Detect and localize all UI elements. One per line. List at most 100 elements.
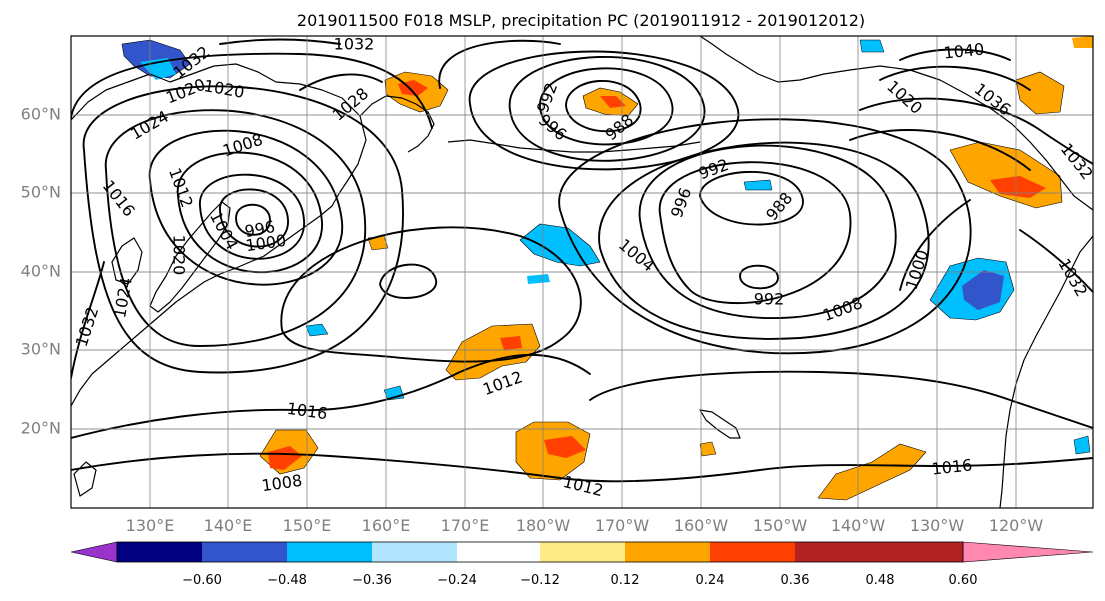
precip-positive-patch [1015, 71, 1065, 115]
isobar-1032-nw [219, 38, 341, 45]
isobar-996-bering [509, 55, 706, 162]
contour-label: 1040 [943, 39, 985, 62]
coastline-alaska [699, 36, 1093, 211]
colorbar-segment [880, 542, 963, 562]
colorbar-extend-max [962, 541, 1094, 563]
isobar-1016 [105, 109, 367, 347]
isobar-1008-gulf [558, 118, 972, 355]
isobar-1020-east [849, 129, 1031, 171]
isobar-low-center-gulf [739, 264, 779, 290]
lon-label: 160°W [674, 516, 729, 535]
isobar-1028 [299, 73, 383, 91]
isobar-1016-east [589, 370, 1093, 429]
coastline-japan [149, 201, 231, 313]
colorbar-segment [287, 542, 372, 562]
colorbar-segment [202, 542, 287, 562]
isobar-992-gulf [699, 170, 804, 226]
precip-negative-patch [527, 274, 550, 284]
colorbar-tick-label: 0.36 [781, 573, 810, 588]
colorbar-segment [117, 542, 202, 562]
coastline-kamchatka [359, 95, 435, 153]
colorbar: −0.60 −0.48 −0.36 −0.24 −0.12 0.12 0.24 … [70, 541, 1094, 588]
precip-positive-patch [1072, 36, 1093, 48]
lat-label: 30°N [21, 340, 61, 359]
isobar-1000-east [899, 199, 971, 291]
coastline-korea [111, 237, 143, 285]
lon-label: 130°E [126, 516, 175, 535]
isobar-1024 [71, 52, 433, 129]
isobar-1036 [879, 65, 1031, 91]
isobar-1028-east [859, 97, 1093, 165]
isobar-low-west-1012 [149, 129, 343, 286]
longitude-labels: 130°E 140°E 150°E 160°E 170°E 180°W 170°… [126, 516, 1044, 535]
colorbar-segment [710, 542, 795, 562]
isobar-low-west-1004 [199, 173, 305, 260]
lon-label: 170°E [441, 516, 490, 535]
colorbar-tick-label: 0.60 [949, 573, 978, 588]
colorbar-tick-label: −0.36 [352, 573, 392, 588]
colorbar-segment [795, 542, 880, 562]
latitude-labels: 60°N 50°N 40°N 30°N 20°N [21, 105, 61, 438]
lon-label: 140°W [831, 516, 886, 535]
isobar-1032-sw [71, 261, 105, 379]
colorbar-tick-label: −0.60 [182, 573, 222, 588]
contour-label: 992 [754, 290, 785, 309]
precip-negative-patch [1073, 435, 1091, 455]
lat-label: 60°N [21, 105, 61, 124]
colorbar-segment [457, 542, 540, 562]
lat-label: 40°N [21, 262, 61, 281]
map-panel: 1032 1032 1020 1020 1024 1028 1008 1016 … [70, 35, 1094, 509]
isobar-1020 [82, 85, 404, 374]
colorbar-tick-label: −0.48 [267, 573, 307, 588]
mslp-contours [71, 38, 1093, 483]
precip-negative-patch [859, 39, 885, 53]
colorbar-extend-min [70, 541, 118, 563]
isobar-1024-high [379, 263, 437, 299]
contour-label: 1032 [334, 35, 375, 54]
coastline-taiwan-luzon [73, 461, 97, 497]
precip-strong-patch [268, 446, 302, 470]
lon-label: 170°W [595, 516, 650, 535]
colorbar-tick-label: 0.24 [696, 573, 725, 588]
lat-label: 20°N [21, 419, 61, 438]
lon-label: 140°E [204, 516, 253, 535]
colorbar-segment [540, 542, 625, 562]
lat-label: 50°N [21, 183, 61, 202]
isobar-low-center-west [235, 203, 271, 236]
colorbar-segment [372, 542, 457, 562]
isobar-1040 [899, 48, 1011, 61]
map-title: 2019011500 F018 MSLP, precipitation PC (… [297, 11, 865, 30]
map-frame [70, 35, 1094, 509]
colorbar-frame [116, 541, 964, 563]
gridlines [71, 36, 1093, 508]
lon-label: 180°W [516, 516, 571, 535]
precip-strong-patch [544, 436, 586, 458]
precip-negative-patch [743, 179, 773, 191]
precip-shading [121, 36, 1093, 501]
isobar-low-west-1000 [219, 188, 289, 248]
colorbar-tick-label: 0.48 [866, 573, 895, 588]
lon-label: 150°E [283, 516, 332, 535]
isobar-low-west-1008 [177, 151, 323, 274]
isobar-992-bering [539, 67, 674, 146]
contour-label: 1016 [931, 455, 973, 478]
isobar-996-gulf [659, 161, 852, 305]
colorbar-tick-label: −0.24 [437, 573, 477, 588]
colorbar-tick-label: −0.12 [520, 573, 560, 588]
isobar-1016-south [71, 354, 591, 439]
precip-strong-patch [600, 96, 626, 108]
precip-strong-patch [990, 176, 1046, 198]
isobar-1012-south [71, 452, 1093, 483]
isobar-1000-bering [469, 50, 739, 171]
lon-label: 150°W [753, 516, 808, 535]
lon-label: 130°W [910, 516, 965, 535]
isobar-988-bering [565, 80, 642, 133]
isobar-1020-high [280, 226, 582, 363]
contour-label: 1020 [170, 235, 189, 276]
coastline-aleutians [447, 139, 701, 153]
precip-strong-patch [500, 336, 522, 350]
coastline-hawaii [699, 409, 741, 439]
coastline-asia [71, 63, 367, 407]
isobar-1004-bering [438, 39, 561, 89]
